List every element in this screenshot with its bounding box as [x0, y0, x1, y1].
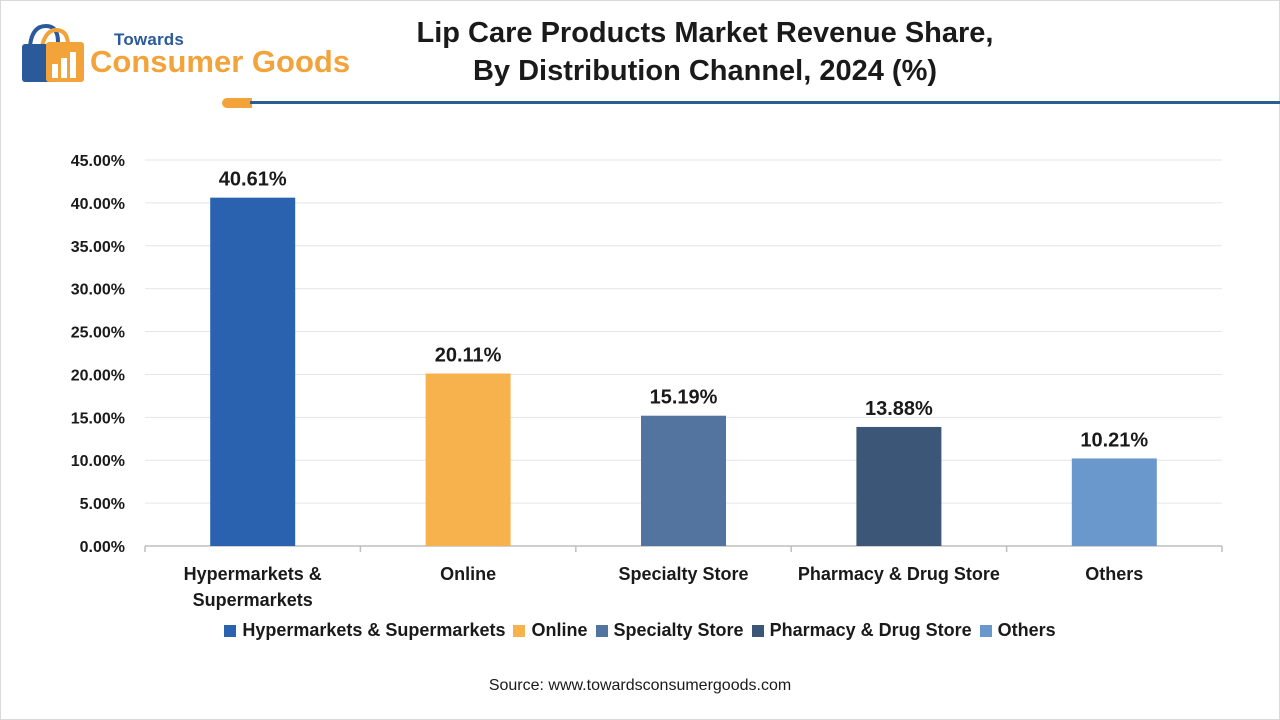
bar	[210, 197, 296, 547]
y-tick-label: 15.00%	[71, 410, 125, 427]
x-tick-label: Pharmacy & Drug Store	[798, 564, 1000, 584]
chart-title: Lip Care Products Market Revenue Share, …	[400, 14, 1010, 90]
y-tick-label: 5.00%	[80, 496, 125, 513]
legend-label: Hypermarkets & Supermarkets	[242, 620, 506, 640]
legend-item: Specialty Store	[595, 620, 744, 641]
legend-item: Hypermarkets & Supermarkets	[224, 620, 505, 641]
brand-main-text: Consumer Goods	[90, 44, 351, 79]
y-tick-label: 30.00%	[71, 282, 125, 299]
y-tick-label: 35.00%	[71, 239, 125, 256]
legend-item: Pharmacy & Drug Store	[751, 620, 972, 641]
data-label: 13.88%	[865, 398, 933, 420]
legend-label: Online	[531, 620, 588, 640]
data-label: 40.61%	[219, 169, 287, 191]
brand-logo: Towards Consumer Goods	[18, 18, 378, 88]
legend-swatch	[224, 624, 237, 637]
header-divider	[250, 101, 1280, 104]
legend-swatch	[751, 624, 764, 637]
y-tick-label: 10.00%	[71, 453, 125, 470]
bar	[425, 373, 511, 546]
legend-swatch	[979, 624, 992, 637]
header-accent-pill	[222, 98, 252, 108]
chart-title-line-2: By Distribution Channel, 2024 (%)	[472, 55, 938, 87]
x-tick-label: Online	[440, 564, 496, 584]
legend-label: Pharmacy & Drug Store	[769, 620, 972, 640]
source-note: Source: www.towardsconsumergoods.com	[488, 677, 792, 694]
y-tick-label: 40.00%	[71, 196, 125, 213]
shopping-bag-icon	[22, 23, 84, 82]
legend-label: Others	[997, 620, 1056, 640]
chart-title-line-1: Lip Care Products Market Revenue Share,	[416, 17, 994, 49]
data-label: 20.11%	[435, 345, 502, 367]
y-tick-label: 25.00%	[71, 325, 125, 342]
y-tick-label: 20.00%	[71, 367, 125, 384]
x-tick-label: Specialty Store	[618, 564, 748, 584]
bar	[1071, 458, 1157, 546]
x-tick-label: Hypermarkets &	[184, 564, 322, 584]
y-tick-label: 45.00%	[71, 153, 125, 170]
y-tick-label: 0.00%	[80, 539, 125, 556]
x-tick-label: Others	[1085, 564, 1143, 584]
legend-swatch	[595, 624, 608, 637]
bar	[856, 426, 942, 546]
bar	[641, 415, 726, 546]
data-label: 10.21%	[1080, 429, 1148, 451]
legend-item: Others	[979, 620, 1056, 641]
legend-swatch	[513, 624, 526, 637]
legend-item: Online	[513, 620, 588, 641]
chart-legend: Hypermarkets & Supermarkets Online Special…	[0, 620, 1280, 641]
legend-label: Specialty Store	[613, 620, 744, 640]
x-tick-label: Supermarkets	[193, 590, 313, 610]
data-label: 15.19%	[650, 387, 718, 409]
brand-top-text: Towards	[114, 30, 185, 49]
